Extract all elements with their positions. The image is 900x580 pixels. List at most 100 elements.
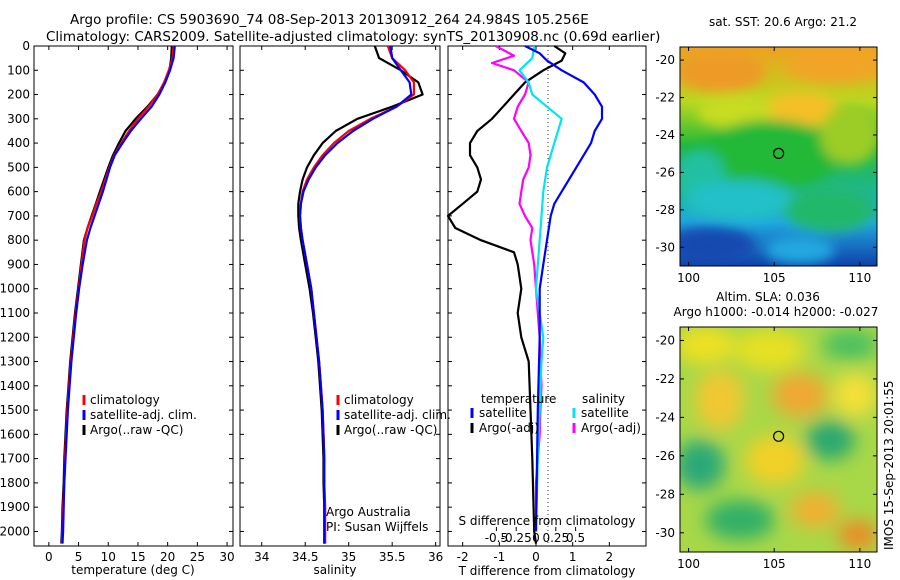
y-tick-label: 500 xyxy=(7,160,30,174)
legend-title-salinity: salinity xyxy=(582,392,625,406)
timestamp-label: IMOS 15-Sep-2013 20:01:55 xyxy=(882,380,896,550)
salinity-xlabel: salinity xyxy=(313,563,356,577)
x-tick-label-salinity: 0.25 xyxy=(542,531,569,545)
legend-label: satellite-adj. clim. xyxy=(90,408,197,422)
series-line-argo-adj- xyxy=(490,45,543,532)
map-y-tick-label: -24 xyxy=(655,128,675,142)
x-tick-label: 30 xyxy=(219,550,234,564)
salinity-panel: 34 34.5 35 35.5 36 climatologysatellite-adj. … xyxy=(239,45,451,577)
credit-line-2: PI: Susan Wijffels xyxy=(326,520,428,534)
title-line-1: Argo profile: CS 5903690_74 08-Sep-2013 … xyxy=(70,12,589,28)
x-tick-label: 2 xyxy=(606,550,614,564)
x-tick-label-salinity: -0.5 xyxy=(485,531,508,545)
x-tick-label: 25 xyxy=(190,550,205,564)
map-y-tick-label: -22 xyxy=(655,91,675,105)
temperature-xlabel: temperature (deg C) xyxy=(71,563,194,577)
y-tick-label: 0 xyxy=(22,39,30,53)
y-tick-label: 1300 xyxy=(0,355,30,369)
map-y-tick-label: -20 xyxy=(655,333,675,347)
sst-map-panel: sat. SST: 20.6 Argo: 21.2 100 105 110 -20 -2… xyxy=(655,15,878,285)
map-y-tick-label: -30 xyxy=(655,526,675,540)
y-tick-label: 1800 xyxy=(0,476,30,490)
series-line-satellite-adj-clim- xyxy=(298,45,413,544)
sla-map-image xyxy=(680,327,877,552)
x-tick-label: 35.5 xyxy=(379,550,406,564)
y-tick-label: 1500 xyxy=(0,403,30,417)
series-line-satellite-adj-clim- xyxy=(61,45,176,544)
map-x-tick-label: 105 xyxy=(763,271,786,285)
y-tick-label: 700 xyxy=(7,209,30,223)
y-tick-label: 1100 xyxy=(0,306,30,320)
y-tick-label: 600 xyxy=(7,185,30,199)
y-tick-label: 400 xyxy=(7,136,30,150)
map-y-tick-label: -26 xyxy=(655,165,675,179)
y-tick-label: 1000 xyxy=(0,282,30,296)
legend-label: Argo(-adj) xyxy=(479,421,539,435)
argo-location-marker xyxy=(773,430,785,442)
y-tick-label: 1900 xyxy=(0,500,30,514)
difference-axes-box xyxy=(447,45,647,547)
title-line-2: Climatology: CARS2009. Satellite-adjuste… xyxy=(46,29,661,45)
map-x-tick-label: 110 xyxy=(848,271,871,285)
y-tick-label: 100 xyxy=(7,63,30,77)
map-x-tick-label: 100 xyxy=(677,557,700,571)
s-difference-label: S difference from climatology xyxy=(459,514,636,528)
y-tick-label: 1400 xyxy=(0,379,30,393)
x-tick-label: -2 xyxy=(457,550,469,564)
y-tick-label: 1700 xyxy=(0,452,30,466)
map-x-tick-label: 105 xyxy=(763,557,786,571)
x-tick-label: 15 xyxy=(130,550,145,564)
x-tick-label: 0 xyxy=(532,550,540,564)
legend-label: satellite xyxy=(581,406,629,420)
t-difference-label: T difference from climatology xyxy=(458,564,636,578)
series-line-satellite xyxy=(518,45,563,532)
sst-map-image xyxy=(680,47,877,266)
series-line-climatology xyxy=(298,45,415,544)
x-tick-label: 0 xyxy=(45,550,53,564)
y-tick-label: 2000 xyxy=(0,524,30,538)
y-tick-label: 900 xyxy=(7,257,30,271)
x-tick-label: 5 xyxy=(75,550,83,564)
series-line-argo-adj- xyxy=(446,45,567,544)
map-x-tick-label: 110 xyxy=(848,557,871,571)
series-line-argo-raw-qc- xyxy=(297,45,424,544)
x-tick-label: 34 xyxy=(254,550,269,564)
map-y-tick-label: -26 xyxy=(655,449,675,463)
map-x-tick-label: 100 xyxy=(677,271,700,285)
x-tick-label: 35 xyxy=(341,550,356,564)
x-tick-label: 36 xyxy=(428,550,443,564)
series-line-satellite xyxy=(524,45,604,532)
legend-label: satellite xyxy=(479,406,527,420)
x-tick-label-salinity: -0.25 xyxy=(501,531,532,545)
credit-line-1: Argo Australia xyxy=(326,505,411,519)
legend-label: climatology xyxy=(344,393,414,407)
sst-map-title: sat. SST: 20.6 Argo: 21.2 xyxy=(709,15,857,29)
legend-label: Argo(-adj) xyxy=(581,421,641,435)
map-y-tick-label: -20 xyxy=(655,53,675,67)
temperature-axes-box xyxy=(33,45,234,547)
legend-label: Argo(..raw -QC) xyxy=(344,423,437,437)
x-tick-label-salinity: 0.5 xyxy=(566,531,585,545)
y-tick-label: 1200 xyxy=(0,330,30,344)
x-tick-label: 10 xyxy=(101,550,116,564)
legend-label: Argo(..raw -QC) xyxy=(90,423,183,437)
map-y-tick-label: -24 xyxy=(655,410,675,424)
map-y-tick-label: -22 xyxy=(655,372,675,386)
map-y-tick-label: -28 xyxy=(655,487,675,501)
y-tick-label: 800 xyxy=(7,233,30,247)
x-tick-label: 34.5 xyxy=(292,550,319,564)
temperature-panel: 0100200300400500600700800900100011001200… xyxy=(0,39,235,577)
x-tick-label: 1 xyxy=(569,550,577,564)
legend-label: satellite-adj. clim. xyxy=(344,408,451,422)
x-tick-label: 20 xyxy=(160,550,175,564)
map-y-tick-label: -30 xyxy=(655,240,675,254)
legend-label: climatology xyxy=(90,393,160,407)
sla-map-panel: Altim. SLA: 0.036 Argo h1000: -0.014 h20… xyxy=(655,290,878,571)
y-tick-label: 200 xyxy=(7,88,30,102)
y-tick-label: 300 xyxy=(7,112,30,126)
sst-map-frame xyxy=(679,46,878,267)
x-tick-label: -1 xyxy=(493,550,505,564)
sla-map-title-2: Argo h1000: -0.014 h2000: -0.027 xyxy=(674,305,879,319)
